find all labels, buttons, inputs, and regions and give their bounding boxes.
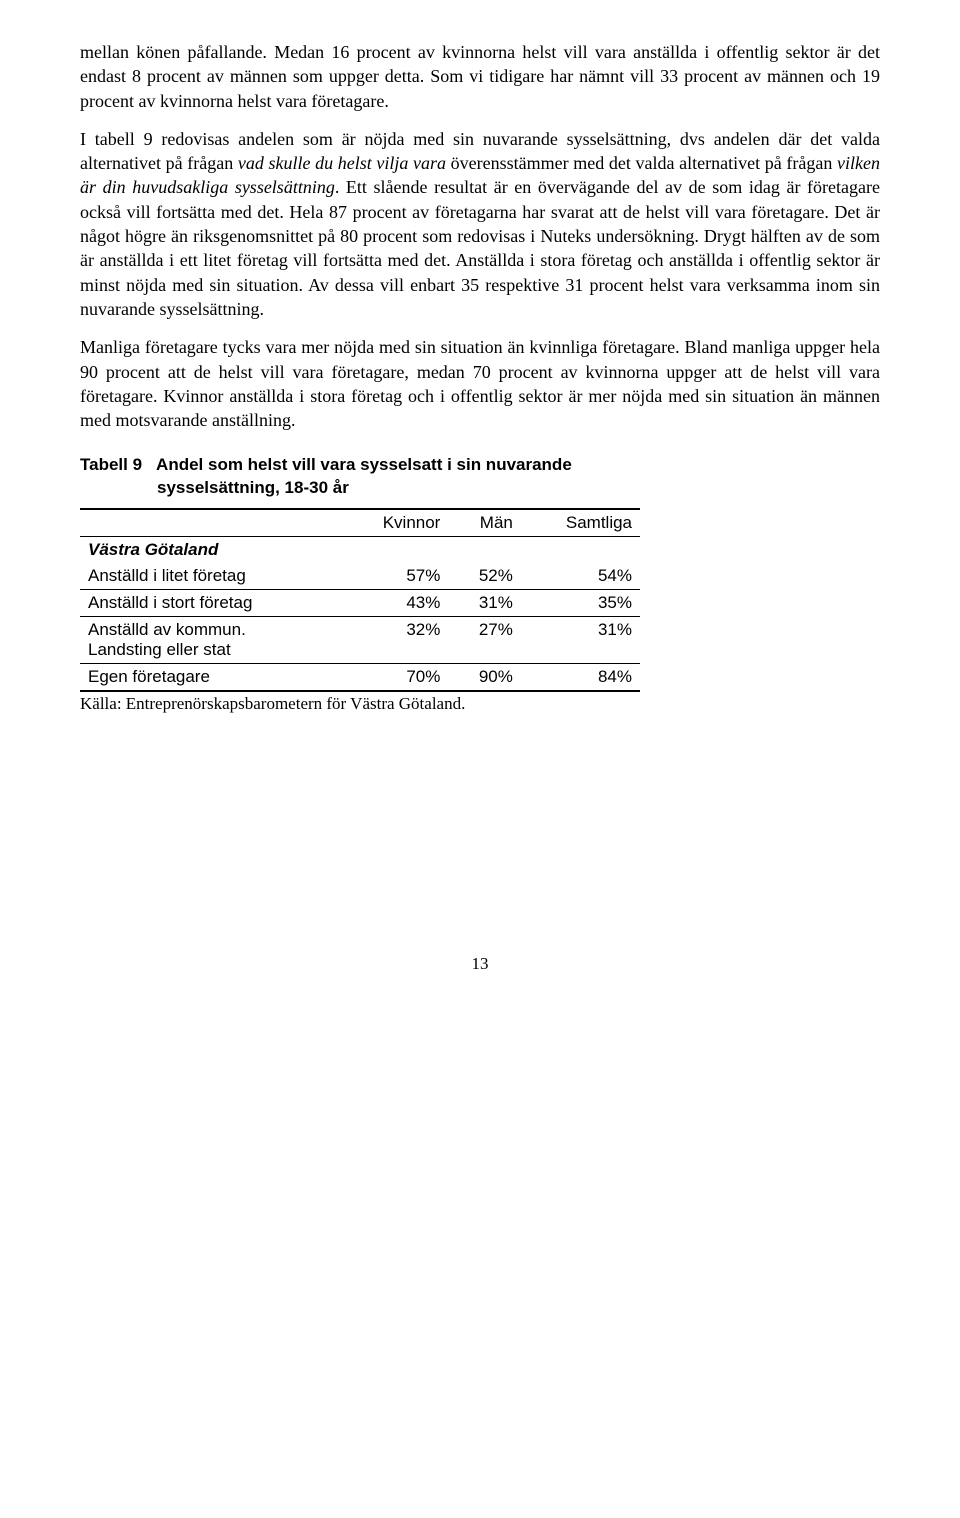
cell: 35%	[521, 590, 640, 617]
row-label: Anställd av kommun.Landsting eller stat	[80, 617, 342, 664]
paragraph-2: Manliga företagare tycks vara mer nöjda …	[80, 335, 880, 432]
table-title: Tabell 9Andel som helst vill vara syssel…	[80, 454, 880, 500]
table-row: Egen företagare 70% 90% 84%	[80, 664, 640, 691]
cell: 52%	[448, 563, 521, 590]
cell: 43%	[342, 590, 449, 617]
p1b-italic-1: vad skulle du helst vilja vara	[238, 153, 446, 173]
table-title-line2: sysselsättning, 18-30 år	[80, 477, 880, 500]
row-label: Anställd i stort företag	[80, 590, 342, 617]
cell: 32%	[342, 617, 449, 664]
row-label: Anställd i litet företag	[80, 563, 342, 590]
cell: 31%	[448, 590, 521, 617]
table-row: Anställd i litet företag 57% 52% 54%	[80, 563, 640, 590]
table-row: Anställd av kommun.Landsting eller stat …	[80, 617, 640, 664]
table-title-line1: Andel som helst vill vara sysselsatt i s…	[156, 455, 572, 474]
table-section-row: Västra Götaland	[80, 537, 640, 563]
page-number: 13	[80, 954, 880, 974]
cell: 70%	[342, 664, 449, 691]
cell: 84%	[521, 664, 640, 691]
paragraph-1b: I tabell 9 redovisas andelen som är nöjd…	[80, 127, 880, 321]
cell: 27%	[448, 617, 521, 664]
table-9: Tabell 9Andel som helst vill vara syssel…	[80, 454, 880, 714]
p1b-post: . Ett slående resultat är en övervägande…	[80, 177, 880, 318]
table-header-row: Kvinnor Män Samtliga	[80, 510, 640, 537]
col-kvinnor: Kvinnor	[342, 510, 449, 537]
cell: 31%	[521, 617, 640, 664]
cell: 54%	[521, 563, 640, 590]
document-page: mellan könen påfallande. Medan 16 procen…	[0, 0, 960, 1034]
paragraph-1: mellan könen påfallande. Medan 16 procen…	[80, 40, 880, 113]
table-source: Källa: Entreprenörskapsbarometern för Vä…	[80, 694, 880, 714]
cell: 57%	[342, 563, 449, 590]
table-row: Anställd i stort företag 43% 31% 35%	[80, 590, 640, 617]
p1b-mid: överensstämmer med det valda alternative…	[446, 153, 837, 173]
col-man: Män	[448, 510, 521, 537]
data-table: Kvinnor Män Samtliga Västra Götaland Ans…	[80, 508, 640, 692]
cell: 90%	[448, 664, 521, 691]
paragraph-1a-text: mellan könen påfallande. Medan 16 procen…	[80, 42, 880, 111]
row-label: Egen företagare	[80, 664, 342, 691]
table-label: Tabell 9	[80, 454, 156, 477]
col-samtliga: Samtliga	[521, 510, 640, 537]
section-label: Västra Götaland	[80, 537, 640, 563]
